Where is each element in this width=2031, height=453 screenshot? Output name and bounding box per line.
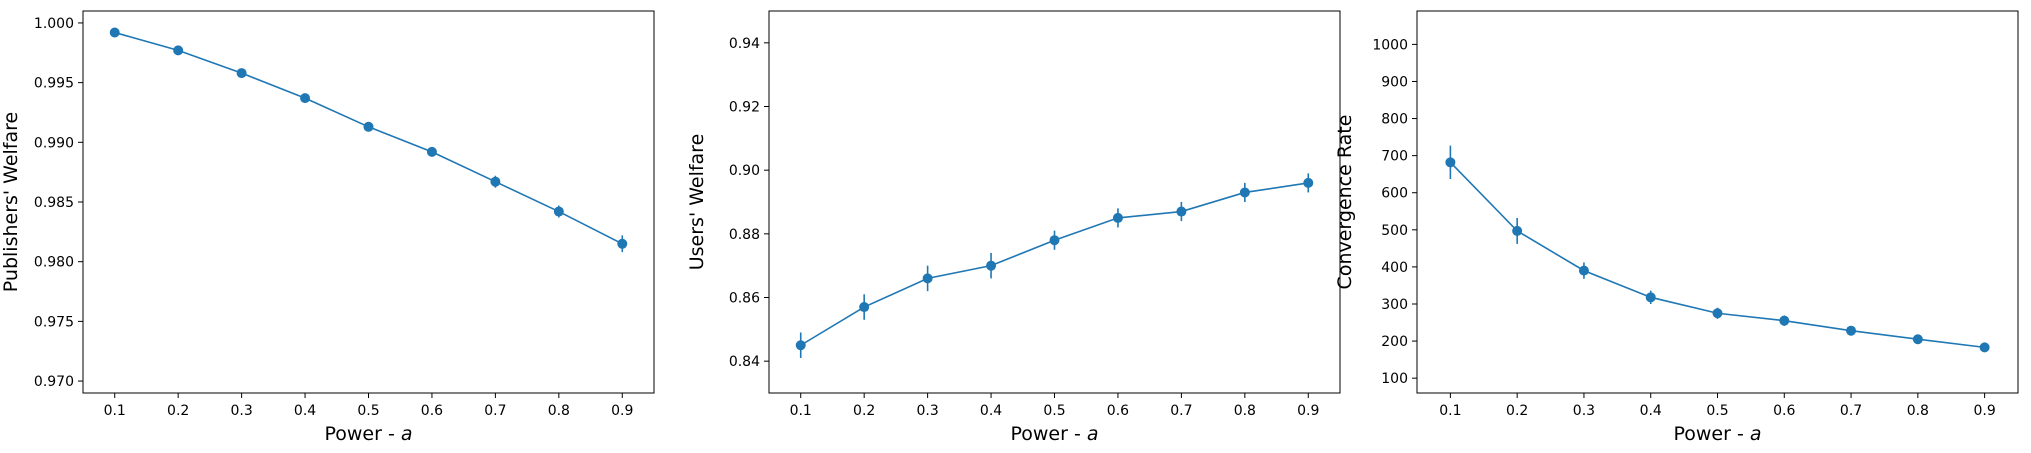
x-axis-label-variable: a [1087,423,1099,445]
y-tick-label: 0.88 [729,227,760,243]
y-tick-label: 700 [1381,149,1408,165]
publishers-welfare-chart: Publishers' Welfare Power - a 0.1 0.2 0.3 0… [0,10,655,445]
y-axis-label: Convergence Rate [1334,115,1356,290]
users-welfare-chart: Users' Welfare Power - a 0.1 0.2 0.3 0.4 0.5… [686,10,1341,445]
data-point [1512,225,1523,236]
series-line [800,182,1309,346]
y-tick-label: 0.980 [34,255,74,271]
data-point [300,93,311,104]
x-tick-label: 0.4 [1640,403,1662,419]
y-tick-label: 200 [1381,334,1408,350]
y-tick-label: 0.92 [729,100,760,116]
x-tick-label: 0.3 [1573,403,1595,419]
x-tick-label: 0.9 [1297,403,1319,419]
x-tick-label: 0.3 [916,403,938,419]
convergence-rate-chart: Convergence Rate Power - a 0.1 0.2 0.3 0.4 0… [1334,10,2019,445]
x-tick-label: 0.3 [230,403,252,419]
data-point [553,206,564,217]
x-tick-label: 0.5 [1706,403,1728,419]
y-tick-label: 1000 [1372,37,1408,53]
x-tick-label: 0.1 [1439,403,1461,419]
y-tick-label: 0.84 [729,354,760,370]
x-tick-label: 0.4 [980,403,1002,419]
x-tick-label: 0.9 [611,403,633,419]
x-tick-label: 0.4 [294,403,316,419]
y-tick-label: 400 [1381,260,1408,276]
data-point [617,238,628,249]
x-tick-label: 0.6 [1107,403,1129,419]
y-tick-label: 0.990 [34,135,74,151]
x-axis-label-text: Power - [1673,423,1749,445]
y-tick-label: 0.975 [34,314,74,330]
data-point [173,45,184,56]
x-tick-label: 0.2 [853,403,875,419]
x-axis-label-variable: a [1750,423,1762,445]
y-axis-label: Publishers' Welfare [0,112,22,292]
data-point [1049,235,1060,246]
x-tick-label: 0.9 [1973,403,1995,419]
x-tick-label: 0.6 [1773,403,1795,419]
x-axis-label-text: Power - [324,423,400,445]
x-tick-label: 0.2 [167,403,189,419]
x-tick-label: 0.8 [1234,403,1256,419]
x-axis-label: Power - a [324,423,412,445]
x-axis-label: Power - a [1673,423,1761,445]
data-point [1979,342,1990,353]
x-tick-label: 0.7 [1840,403,1862,419]
data-point [1445,157,1456,168]
y-tick-label: 900 [1381,74,1408,90]
x-tick-label: 0.7 [484,403,506,419]
y-tick-label: 500 [1381,223,1408,239]
data-point [1239,187,1250,198]
data-point [1912,334,1923,345]
data-point [986,260,997,271]
data-point [1176,206,1187,217]
data-point [1712,308,1723,319]
axes-frame [1416,10,2019,394]
x-tick-label: 0.1 [104,403,126,419]
series-line [114,31,623,245]
y-tick-label: 0.985 [34,195,74,211]
y-tick-label: 0.970 [34,374,74,390]
data-point [109,27,120,38]
series-line [1449,161,1985,349]
data-point [236,68,247,79]
x-tick-label: 0.6 [421,403,443,419]
data-point [1112,212,1123,223]
x-tick-label: 0.7 [1170,403,1192,419]
x-axis-label-variable: a [401,423,413,445]
x-tick-label: 0.1 [790,403,812,419]
y-tick-label: 0.90 [729,163,760,179]
x-tick-label: 0.5 [357,403,379,419]
data-point [795,340,806,351]
x-tick-label: 0.8 [548,403,570,419]
x-tick-label: 0.8 [1907,403,1929,419]
y-tick-label: 0.86 [729,291,760,307]
y-tick-label: 300 [1381,297,1408,313]
y-tick-label: 0.995 [34,76,74,92]
data-point [1303,177,1314,188]
x-tick-label: 0.2 [1506,403,1528,419]
data-point [1779,315,1790,326]
y-axis-label: Users' Welfare [686,134,708,271]
x-tick-label: 0.5 [1043,403,1065,419]
y-tick-label: 0.94 [729,36,760,52]
data-point [859,302,870,313]
data-point [426,146,437,157]
y-tick-label: 1.000 [34,16,74,32]
axes-frame [82,10,655,394]
y-tick-label: 800 [1381,112,1408,128]
data-point [922,273,933,284]
x-axis-label: Power - a [1010,423,1098,445]
data-point [1578,265,1589,276]
x-axis-label-text: Power - [1010,423,1086,445]
axes-frame [768,10,1341,394]
y-tick-label: 100 [1381,371,1408,387]
data-point [490,176,501,187]
y-tick-label: 600 [1381,186,1408,202]
data-point [363,121,374,132]
data-point [1846,325,1857,336]
data-point [1645,292,1656,303]
